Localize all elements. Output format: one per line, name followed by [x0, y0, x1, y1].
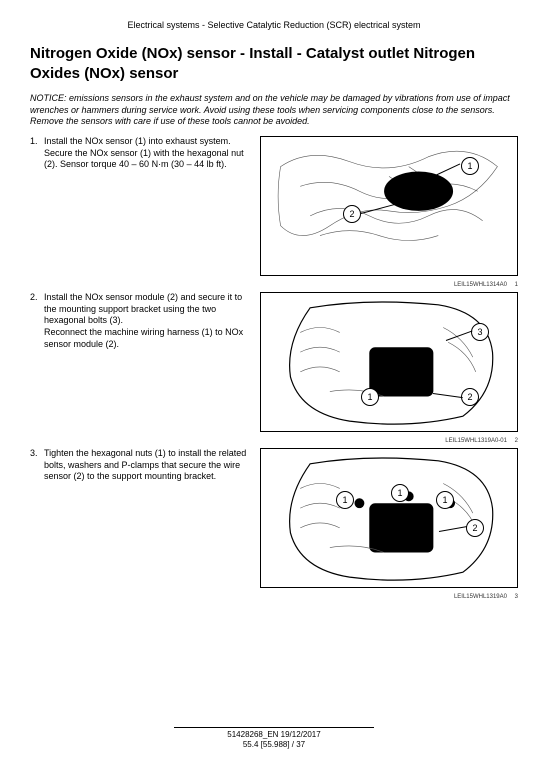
- callout-circle: 1: [391, 484, 409, 502]
- step-text-block: 1. Install the NOx sensor (1) into exhau…: [30, 136, 250, 171]
- callout-label: 3: [477, 327, 482, 337]
- callout-label: 1: [397, 488, 402, 498]
- figure-caption: LEIL15WHL1314A0 1: [454, 282, 518, 288]
- callout-label: 1: [342, 495, 347, 505]
- step-figure: 1 1 1 2 LEIL15WHL1319A0 3: [260, 448, 518, 598]
- callout-circle: 2: [461, 388, 479, 406]
- figure-ref: LEIL15WHL1319A0-01: [445, 438, 507, 444]
- step-body: Install the NOx sensor module (2) and se…: [44, 292, 250, 350]
- figure-caption: LEIL15WHL1319A0 3: [454, 594, 518, 600]
- callout-circle: 1: [436, 491, 454, 509]
- step-body: Install the NOx sensor (1) into exhaust …: [44, 136, 250, 171]
- notice-label: NOTICE:: [30, 93, 67, 103]
- step-number: 3.: [30, 448, 44, 483]
- step-body: Tighten the hexagonal nuts (1) to instal…: [44, 448, 250, 483]
- figure-ref: LEIL15WHL1319A0: [454, 594, 507, 600]
- figure-number: 2: [515, 438, 518, 444]
- figure-box: 3 1 2: [260, 292, 518, 432]
- bracket-diagram-icon: [261, 449, 517, 587]
- step-row: 2. Install the NOx sensor module (2) and…: [30, 292, 518, 442]
- step-figure: 1 2 LEIL15WHL1314A0 1: [260, 136, 518, 286]
- page-title: Nitrogen Oxide (NOx) sensor - Install - …: [30, 44, 518, 83]
- notice-block: NOTICE: emissions sensors in the exhaust…: [30, 93, 518, 128]
- step-number: 1.: [30, 136, 44, 171]
- step-row: 1. Install the NOx sensor (1) into exhau…: [30, 136, 518, 286]
- module-diagram-icon: [261, 293, 517, 431]
- callout-circle: 1: [336, 491, 354, 509]
- callout-label: 2: [472, 523, 477, 533]
- figure-number: 3: [515, 594, 518, 600]
- notice-text: emissions sensors in the exhaust system …: [30, 93, 510, 126]
- page-header: Electrical systems - Selective Catalytic…: [30, 20, 518, 30]
- step-text-block: 3. Tighten the hexagonal nuts (1) to ins…: [30, 448, 250, 483]
- callout-circle: 2: [343, 205, 361, 223]
- callout-label: 2: [467, 392, 472, 402]
- step-figure: 3 1 2 LEIL15WHL1319A0-01 2: [260, 292, 518, 442]
- callout-label: 2: [349, 209, 354, 219]
- callout-label: 1: [442, 495, 447, 505]
- callout-circle: 1: [461, 157, 479, 175]
- figure-box: 1 1 1 2: [260, 448, 518, 588]
- page-footer: 51428268_EN 19/12/2017 55.4 [55.988] / 3…: [174, 727, 374, 749]
- callout-circle: 2: [466, 519, 484, 537]
- figure-box: 1 2: [260, 136, 518, 276]
- step-text-block: 2. Install the NOx sensor module (2) and…: [30, 292, 250, 350]
- step-row: 3. Tighten the hexagonal nuts (1) to ins…: [30, 448, 518, 598]
- callout-circle: 3: [471, 323, 489, 341]
- callout-circle: 1: [361, 388, 379, 406]
- figure-number: 1: [515, 282, 518, 288]
- callout-label: 1: [367, 392, 372, 402]
- callout-label: 1: [467, 161, 472, 171]
- figure-caption: LEIL15WHL1319A0-01 2: [445, 438, 518, 444]
- footer-doc-id: 51428268_EN 19/12/2017: [174, 727, 374, 739]
- figure-ref: LEIL15WHL1314A0: [454, 282, 507, 288]
- footer-page-ref: 55.4 [55.988] / 37: [174, 740, 374, 749]
- step-number: 2.: [30, 292, 44, 350]
